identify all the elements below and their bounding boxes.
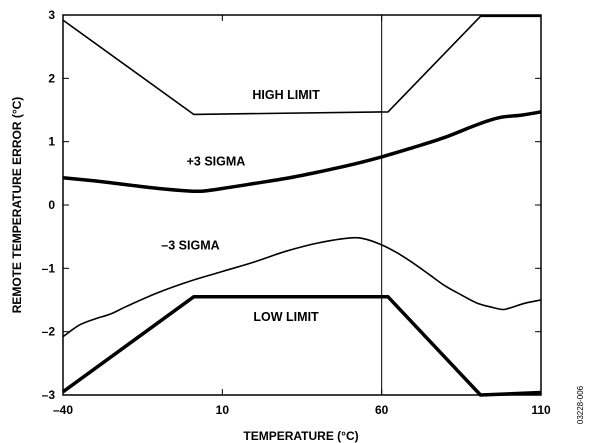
annotation-3: LOW LIMIT	[253, 310, 319, 324]
y-tick-label-0: –3	[42, 388, 56, 402]
annotation-0: HIGH LIMIT	[252, 88, 320, 102]
x-tick-label-3: 110	[531, 403, 551, 417]
figure-id: 03228-006	[576, 385, 585, 424]
series-line-high-limit	[62, 15, 541, 116]
y-tick-label-1: –2	[42, 325, 56, 339]
x-tick-label-0: –40	[53, 403, 73, 417]
annotation-1: +3 SIGMA	[187, 155, 246, 169]
y-tick-label-6: 3	[48, 8, 55, 22]
x-tick-label-1: 10	[216, 403, 230, 417]
y-tick-label-5: 2	[48, 71, 55, 85]
y-tick-label-4: 1	[48, 135, 55, 149]
y-axis-label: REMOTE TEMPERATURE ERROR (°C)	[10, 97, 24, 314]
x-tick-label-2: 60	[375, 403, 389, 417]
series-line-low-limit	[61, 295, 542, 397]
annotation-2: –3 SIGMA	[161, 238, 219, 252]
series-line-3-sigma	[62, 110, 542, 194]
y-tick-label-3: 0	[48, 198, 55, 212]
chart-marks: –3 –2 –1 0 1 2 3 –40 10 60 110 HIGH LIMIT +3 SIGMA –3…	[42, 8, 551, 417]
series-line-3-sigma	[62, 236, 542, 338]
y-tick-label-2: –1	[42, 261, 56, 275]
x-axis-label: TEMPERATURE (°C)	[243, 429, 358, 443]
